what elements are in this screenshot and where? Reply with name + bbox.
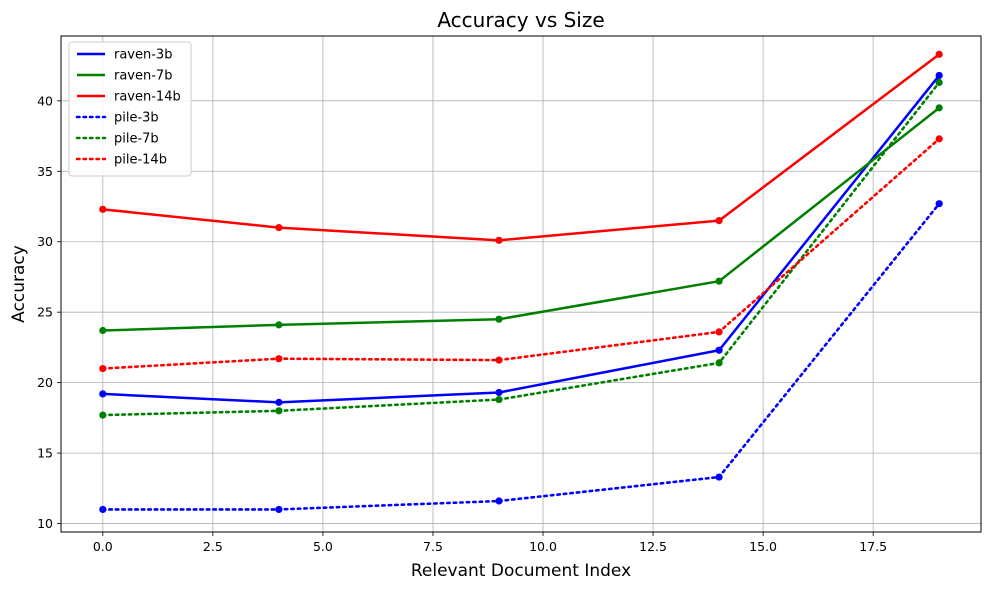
series-pile-7b [99,78,943,419]
series-raven-3b [99,71,943,406]
legend-label: raven-3b [114,48,172,63]
data-point [495,395,503,404]
data-point [99,505,107,514]
y-axis-label: Accuracy [9,245,29,323]
data-point [715,359,723,367]
y-tick-label: 20 [37,375,53,390]
x-tick-label: 0.0 [93,539,113,554]
x-tick-label: 12.5 [639,539,667,554]
grid [61,36,981,532]
y-tick-label: 15 [37,446,53,461]
data-point [715,473,723,481]
data-point [715,277,723,285]
data-point [715,328,723,336]
data-point [495,315,503,323]
data-point [99,364,107,373]
x-tick-label: 15.0 [749,539,777,554]
x-axis: 0.0 2.5 5.0 7.5 10.0 12.5 15.0 17.5 [93,532,887,554]
data-point [935,71,943,80]
data-point [99,411,107,419]
data-point [275,505,283,514]
series-raven-14b [99,50,943,244]
data-point [99,326,107,335]
legend-label: raven-7b [114,69,172,84]
x-tick-label: 10.0 [529,539,557,554]
chart-title: Accuracy vs Size [437,8,604,32]
data-point [275,355,283,363]
legend-label: pile-3b [114,111,159,126]
series-pile-3b [99,200,943,514]
data-point [715,216,723,225]
y-tick-label: 35 [37,164,53,179]
data-point [495,356,503,364]
data-point [935,104,943,112]
data-point [275,407,283,415]
data-point [935,135,943,143]
data-point [495,236,503,244]
data-point [935,50,943,58]
data-point [495,388,503,397]
y-tick-label: 25 [37,305,53,320]
data-point [275,224,283,232]
y-tick-label: 40 [37,93,53,108]
legend-label: pile-14b [114,153,167,168]
data-point [275,398,283,406]
data-point [495,497,503,505]
series-layer [99,50,943,514]
x-tick-label: 7.5 [423,539,443,554]
data-point [935,200,943,208]
x-tick-label: 2.5 [203,539,223,554]
x-tick-label: 5.0 [313,539,333,554]
x-tick-label: 17.5 [859,539,887,554]
legend-label: raven-14b [114,90,181,105]
plot-frame [60,35,982,533]
data-point [715,346,723,354]
legend: raven-3b raven-7b raven-14b pile-3b pile-7b p… [68,41,192,177]
series-pile-14b [99,135,943,373]
data-point [275,321,283,329]
series-raven-7b [99,104,943,335]
data-point [935,78,943,87]
legend-label: pile-7b [114,132,159,147]
data-point [99,205,107,213]
y-tick-label: 10 [37,516,53,531]
y-tick-label: 30 [37,234,53,249]
y-axis: 10 15 20 25 30 35 40 [37,93,61,531]
data-point [99,390,107,398]
x-axis-label: Relevant Document Index [411,561,631,581]
